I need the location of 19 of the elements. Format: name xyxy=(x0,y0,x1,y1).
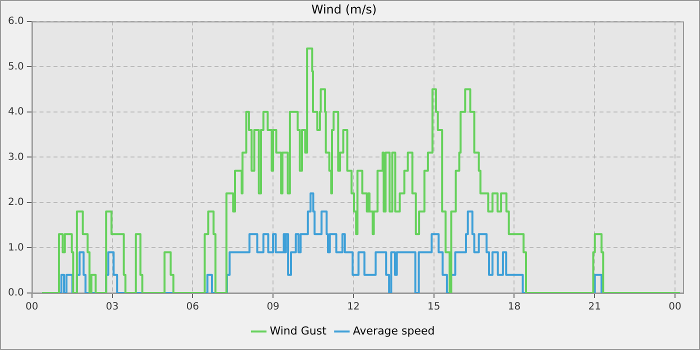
x-tick-label: 00 xyxy=(26,302,38,313)
x-tick-label: 03 xyxy=(106,302,119,313)
y-tick-label: 2.0 xyxy=(8,197,24,208)
legend-label: Average speed xyxy=(352,324,435,338)
x-tick-label: 15 xyxy=(427,302,440,313)
chart-title: Wind (m/s) xyxy=(311,2,377,16)
y-tick-label: 3.0 xyxy=(8,152,24,163)
y-tick-label: 1.0 xyxy=(8,242,24,254)
x-tick-label: 12 xyxy=(347,302,360,313)
y-tick-label: 4.0 xyxy=(8,106,24,118)
x-tick-label: 06 xyxy=(186,302,200,313)
x-tick-label: 21 xyxy=(588,302,601,313)
x-tick-label: 09 xyxy=(266,302,280,313)
y-tick-label: 0.0 xyxy=(8,288,24,299)
x-tick-label: 00 xyxy=(668,302,682,313)
legend-label: Wind Gust xyxy=(270,324,328,338)
y-tick-label: 5.0 xyxy=(8,61,24,72)
y-tick-label: 6.0 xyxy=(8,16,24,27)
x-tick-label: 18 xyxy=(508,302,521,313)
